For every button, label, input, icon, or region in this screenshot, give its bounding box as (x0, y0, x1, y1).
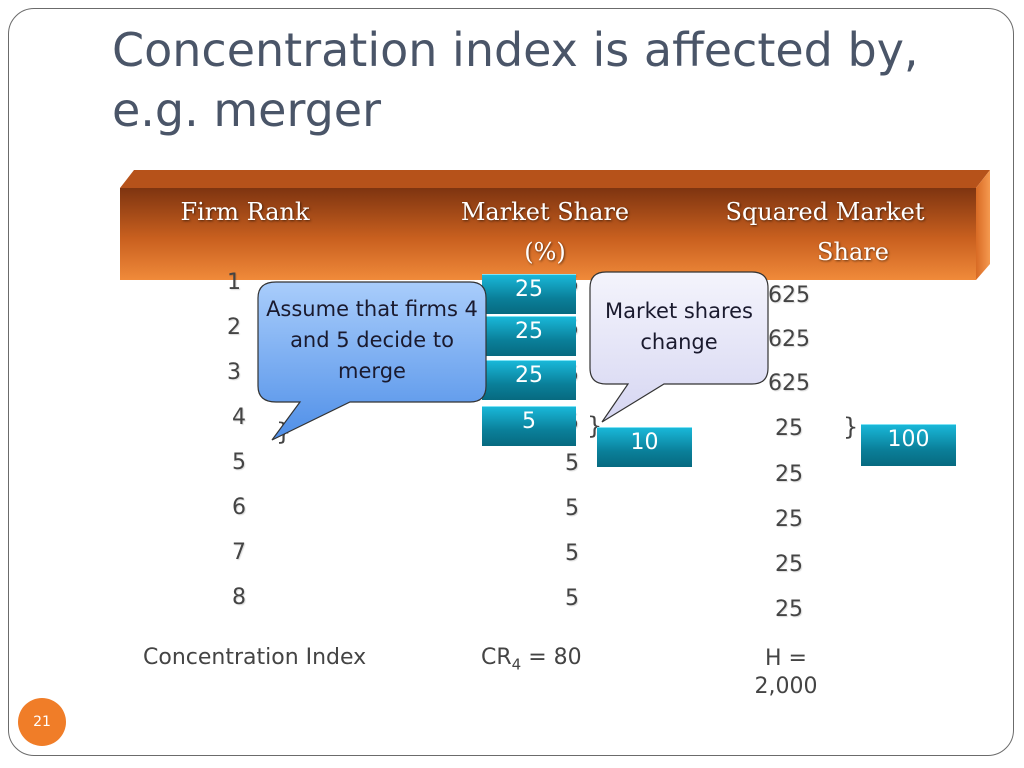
share-cell: 5 (565, 586, 579, 611)
cr4-equals: = 80 (521, 645, 582, 670)
squared-cell: 625 (768, 327, 810, 352)
table-header-bar (120, 170, 990, 280)
slide-title: Concentration index is affected by, e.g.… (112, 20, 992, 140)
squared-cell: 625 (768, 283, 810, 308)
rank-cell: 3 (227, 360, 241, 385)
rank-cell: 7 (232, 540, 246, 565)
cr4-prefix: CR (481, 645, 512, 670)
rank-cell: 5 (232, 450, 246, 475)
new-share-box: 5 (482, 406, 576, 446)
squared-cell: 25 (775, 416, 803, 441)
h-index-value: H = 2,000 (746, 645, 826, 701)
merged-squared-box: 100 (861, 424, 956, 466)
squared-cell: 25 (775, 462, 803, 487)
header-firm-rank: Firm Rank (180, 198, 310, 226)
header-squared-line2: Share (817, 238, 889, 266)
squared-cell: 25 (775, 507, 803, 532)
page-number-badge: 21 (18, 698, 66, 746)
rank-cell: 8 (232, 585, 246, 610)
shares-change-callout-text: Market shares change (604, 299, 753, 354)
header-market-share-line2: (%) (524, 238, 566, 266)
header-market-share: Market Share (%) (440, 192, 650, 272)
cr4-value: CR4 = 80 (481, 645, 582, 673)
brace-squared: } (843, 413, 859, 441)
share-cell: 5 (565, 541, 579, 566)
rank-cell: 2 (227, 315, 241, 340)
squared-cell: 25 (775, 597, 803, 622)
new-share-box: 25 (482, 316, 576, 356)
header-squared-line1: Squared Market (725, 198, 925, 226)
cr4-subscript: 4 (511, 655, 522, 674)
new-share-box: 25 (482, 360, 576, 400)
share-cell: 5 (565, 496, 579, 521)
title-line-2: e.g. merger (112, 83, 381, 137)
squared-cell: 25 (775, 552, 803, 577)
merge-callout-text: Assume that firms 4 and 5 decide to merg… (266, 297, 478, 383)
new-share-box: 25 (482, 274, 576, 314)
rank-cell: 1 (227, 270, 241, 295)
title-line-1: Concentration index is affected by, (112, 23, 919, 77)
header-squared-share: Squared Market Share (700, 192, 950, 272)
squared-cell: 625 (768, 371, 810, 396)
concentration-index-label: Concentration Index (143, 645, 367, 670)
rank-cell: 4 (232, 405, 246, 430)
h-index-line1: H = (765, 646, 807, 671)
header-market-share-line1: Market Share (460, 198, 630, 226)
rank-cell: 6 (232, 495, 246, 520)
merged-share-box: 10 (597, 427, 692, 467)
h-index-line2: 2,000 (754, 674, 818, 699)
share-cell: 5 (565, 451, 579, 476)
